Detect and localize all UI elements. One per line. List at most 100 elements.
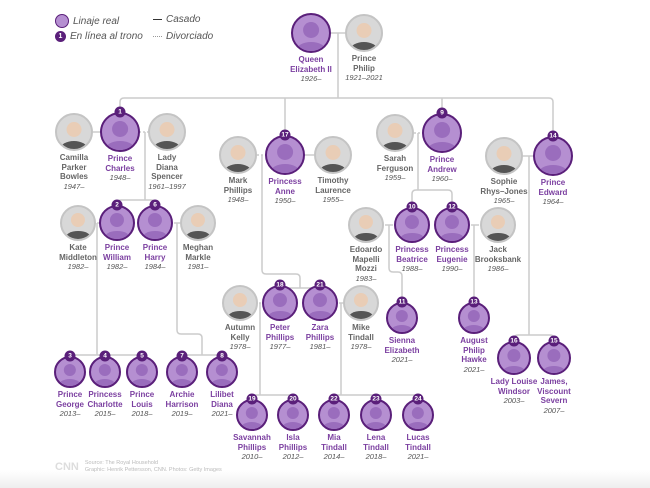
person-years: 1982–	[106, 262, 128, 271]
person-lucas-tindall: 24 Lucas Tindall 2021–	[383, 393, 453, 461]
name-line: Elizabeth	[384, 345, 420, 355]
name-line: Princess	[395, 245, 429, 254]
person-princess-eugenie: 12 Princess Eugenie 1990–	[417, 201, 487, 273]
person-prince-harry: 6 Prince Harry 1984–	[120, 199, 190, 271]
legend-married: Casado	[153, 14, 200, 25]
name-line: Princess	[88, 390, 122, 399]
person-name: Mike Tindall	[326, 323, 396, 342]
person-sarah-ferguson: Sarah Ferguson 1959–	[360, 114, 430, 182]
person-name: Savannah Phillips	[217, 433, 287, 452]
person-sienna-elizabeth: 11 Sienna Elizabeth 2021–	[367, 296, 437, 364]
person-years: 1948–	[227, 195, 249, 204]
name-line: Mozzi	[355, 264, 377, 273]
person-mia-tindall: 22 Mia Tindall 2014–	[299, 393, 369, 461]
person-prince-george: 3 Prince George 2013–	[35, 350, 105, 418]
person-princess-charlotte: 4 Princess Charlotte 2015–	[70, 350, 140, 418]
succession-rank-badge: 8	[216, 350, 228, 362]
portrait-icon	[480, 207, 516, 243]
legend-in-line: 1 En línea al trono	[55, 31, 143, 42]
royal-swatch-icon	[55, 14, 69, 28]
name-line: Archie	[169, 390, 195, 399]
person-years: 2010–	[241, 452, 263, 461]
person-years: 1978–	[350, 342, 372, 351]
portrait-icon	[537, 341, 571, 375]
person-years: 1960–	[431, 174, 453, 183]
person-years: 1981–	[309, 342, 331, 351]
name-line: Prince	[107, 154, 133, 163]
name-line: Phillips	[237, 442, 267, 452]
person-meghan-markle: Meghan Markle 1981–	[163, 205, 233, 271]
person-zara-phillips: 21 Zara Phillips 1981–	[285, 279, 355, 351]
person-name: August Philip Hawke	[439, 336, 509, 365]
portrait-icon	[348, 207, 384, 243]
name-line: Windsor	[498, 386, 530, 396]
line-beatrice-children	[388, 225, 403, 302]
name-line: Mia	[327, 433, 341, 442]
person-years: 2021–	[463, 364, 485, 374]
succession-rank-badge: 6	[149, 199, 161, 211]
name-line: Anne	[275, 186, 295, 196]
name-line: Peter	[269, 323, 290, 332]
person-name: Prince Charles	[85, 154, 155, 173]
portrait-icon	[100, 112, 140, 152]
dotted-line-icon	[153, 36, 162, 37]
person-name: Queen Elizabeth II	[276, 55, 346, 74]
person-years: 1947–	[63, 181, 85, 191]
person-name: Sophie Rhys–Jones	[469, 177, 539, 196]
legend-in-line-label: En línea al trono	[70, 31, 143, 42]
person-lilibet-diana: 8 Lilibet Diana 2021–	[187, 350, 257, 418]
name-line: Viscount	[537, 386, 571, 396]
succession-rank-badge: 19	[246, 393, 258, 405]
person-name: Sarah Ferguson	[360, 154, 430, 173]
portrait-icon	[219, 136, 257, 174]
person-isla-phillips: 20 Isla Phillips 2012–	[258, 393, 328, 461]
person-prince-william: 2 Prince William 1982–	[82, 199, 152, 271]
person-sophie-rhysjones: Sophie Rhys–Jones 1965–	[469, 137, 539, 205]
name-line: Louis	[131, 399, 153, 409]
name-line: Prince	[129, 390, 155, 399]
portrait-icon	[314, 136, 352, 174]
person-name: Zara Phillips	[285, 323, 355, 342]
portrait-icon	[376, 114, 414, 152]
person-name: Kate Middleton	[43, 243, 113, 262]
person-years: 2007–	[543, 405, 565, 415]
name-line: Laurence	[315, 185, 351, 195]
person-name: Timothy Laurence	[298, 176, 368, 195]
solid-line-icon	[153, 19, 162, 20]
portrait-icon	[60, 205, 96, 241]
legend-married-label: Casado	[166, 14, 201, 25]
name-line: Philip	[353, 63, 375, 73]
person-name: Mark Phillips	[203, 176, 273, 195]
person-ladylouise-windsor: 16 Lady Louise Windsor 2003–	[479, 335, 549, 405]
person-years: 2021–	[211, 409, 233, 418]
person-name: Jack Brooksbank	[463, 245, 533, 264]
person-years: 1977–	[269, 342, 291, 351]
name-line: Isla	[286, 433, 300, 442]
name-line: Elizabeth II	[290, 64, 332, 74]
person-years: 2013–	[59, 409, 81, 418]
name-line: Phillips	[223, 185, 253, 195]
person-name: Meghan Markle	[163, 243, 233, 262]
person-years: 2014–	[323, 452, 345, 461]
name-line: Meghan	[182, 243, 214, 252]
succession-rank-badge: 11	[396, 296, 408, 308]
person-kate-middleton: Kate Middleton 1982–	[43, 205, 113, 271]
name-line: Tindall	[405, 442, 431, 452]
person-years: 1950–	[274, 196, 296, 205]
succession-rank-badge: 7	[176, 350, 188, 362]
legend-royal: Linaje real	[55, 14, 119, 28]
name-line: Princess	[268, 177, 302, 186]
name-line: Prince	[429, 155, 455, 164]
name-line: Prince	[351, 54, 377, 63]
person-years: 1959–	[384, 173, 406, 182]
name-line: Kelly	[230, 332, 250, 342]
person-mike-tindall: Mike Tindall 1978–	[326, 285, 396, 351]
person-princess-beatrice: 10 Princess Beatrice 1988–	[377, 201, 447, 273]
person-mark-phillips: Mark Phillips 1948–	[203, 136, 273, 204]
person-name: Princess Eugenie	[417, 245, 487, 264]
person-years: 2012–	[282, 452, 304, 461]
name-line: Edoardo	[349, 245, 383, 254]
name-line: George	[55, 399, 84, 409]
name-line: Spencer	[151, 172, 183, 181]
succession-rank-badge: 10	[406, 201, 418, 213]
